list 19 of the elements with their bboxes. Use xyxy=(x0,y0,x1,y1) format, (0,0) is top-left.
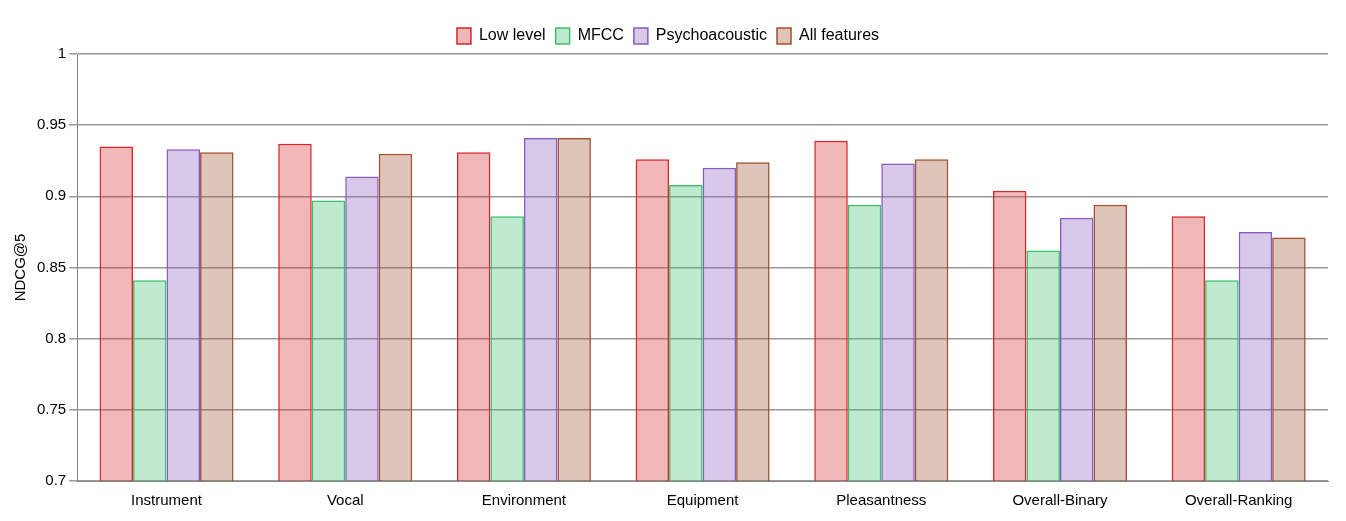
legend-label: MFCC xyxy=(577,26,624,44)
x-tick-label: Vocal xyxy=(326,491,364,509)
y-tick-label: 0.95 xyxy=(36,115,67,133)
legend-label: Psychoacoustic xyxy=(655,26,768,44)
x-tick-label: Equipment xyxy=(666,491,740,509)
legend-label: Low level xyxy=(478,26,546,44)
y-tick-label: 0.7 xyxy=(45,471,67,489)
x-tick-label: Overall-Binary xyxy=(1012,491,1108,509)
x-tick-label: Overall-Ranking xyxy=(1184,491,1293,509)
x-tick-label: Environment xyxy=(481,491,567,509)
x-tick-label: Pleasantness xyxy=(836,491,927,509)
y-tick-label: 0.9 xyxy=(45,186,67,204)
y-axis-title: NDCG@5 xyxy=(11,233,29,302)
x-tick-label: Instrument xyxy=(131,491,203,509)
y-tick-label: 0.85 xyxy=(36,257,67,275)
y-tick-label: 0.8 xyxy=(45,328,67,346)
y-tick-label: 0.75 xyxy=(36,399,67,417)
y-tick-label: 1 xyxy=(57,44,67,62)
legend-label: All features xyxy=(799,26,880,44)
